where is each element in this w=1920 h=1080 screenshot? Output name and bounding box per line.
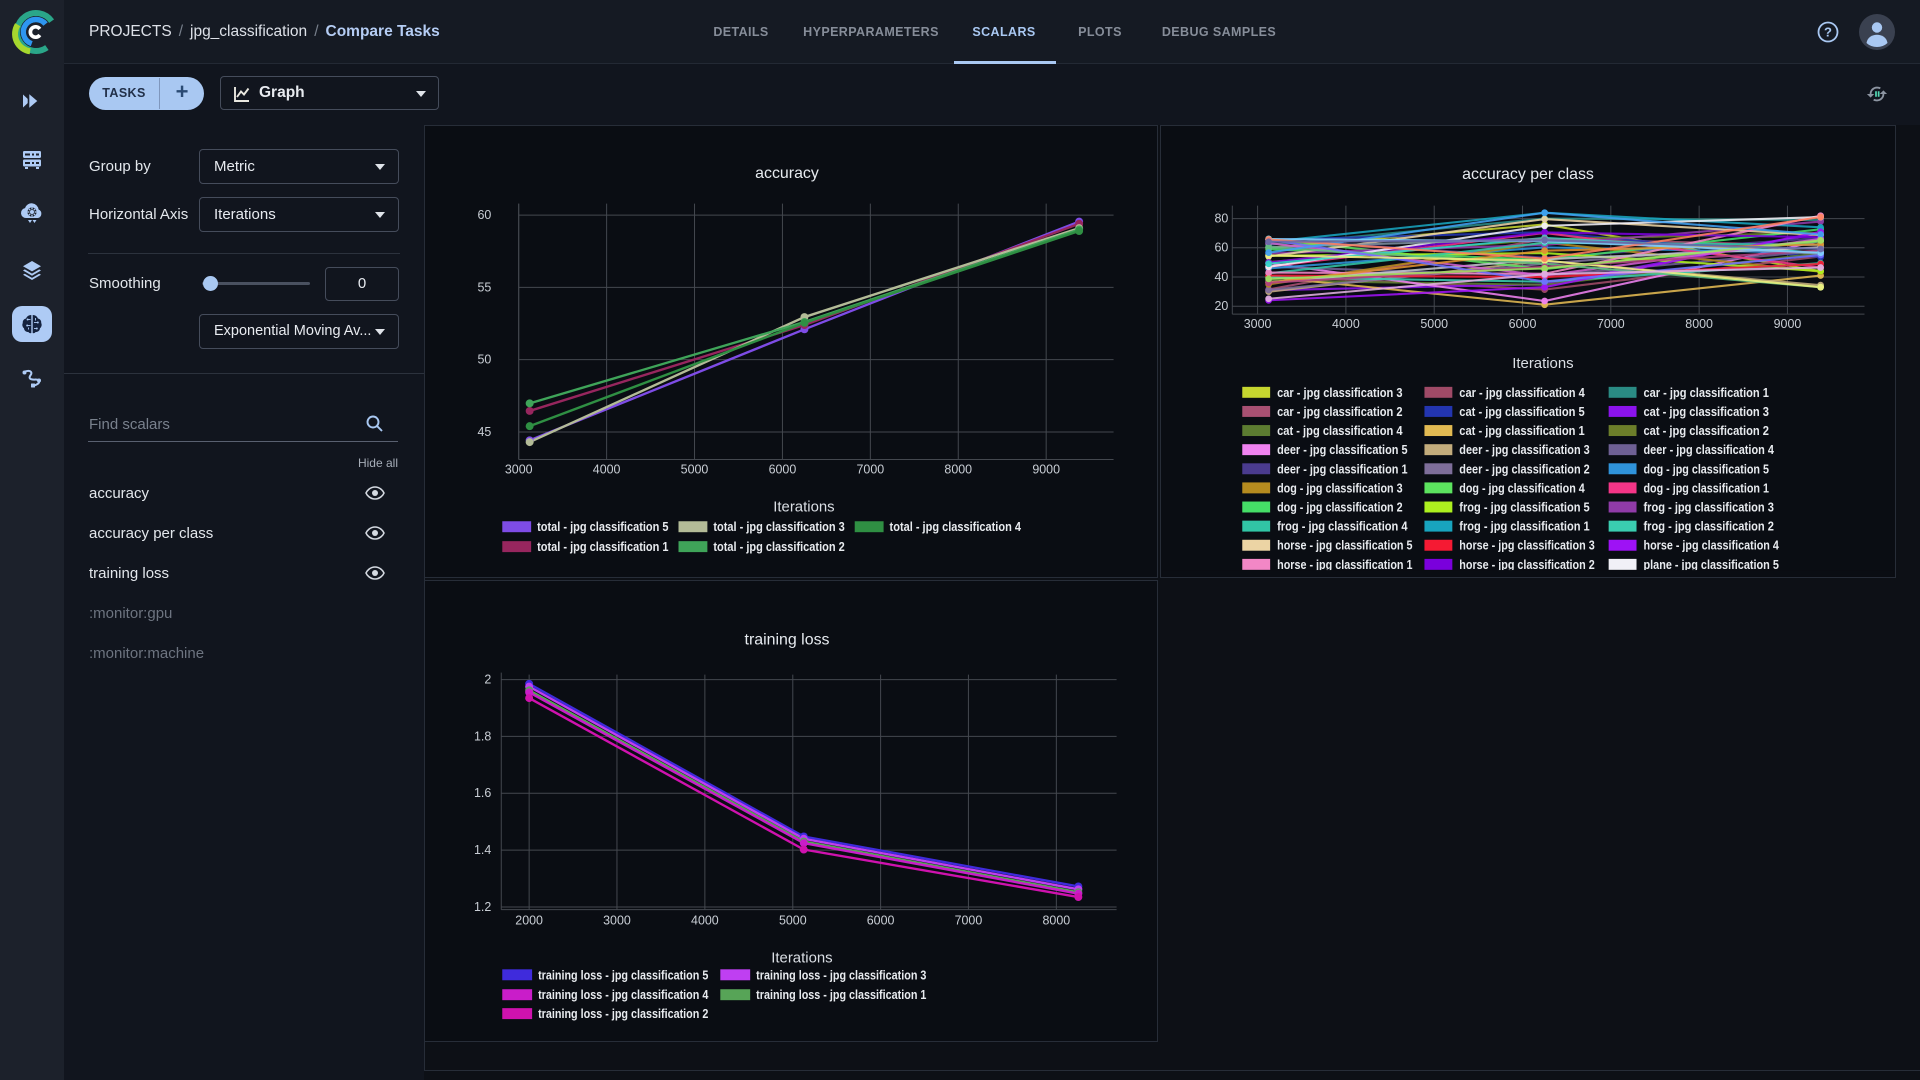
svg-text:car - jpg classification 2: car - jpg classification 2 <box>1277 405 1403 419</box>
svg-text:training loss: training loss <box>745 632 830 649</box>
svg-text:5000: 5000 <box>681 462 709 476</box>
svg-text:7000: 7000 <box>1597 317 1625 331</box>
svg-text:8000: 8000 <box>1043 914 1071 928</box>
svg-text:deer - jpg classification 2: deer - jpg classification 2 <box>1459 462 1589 476</box>
svg-text:cat - jpg classification 4: cat - jpg classification 4 <box>1277 424 1403 438</box>
svg-text:total - jpg classification 5: total - jpg classification 5 <box>537 520 668 534</box>
svg-text:3000: 3000 <box>1244 317 1272 331</box>
svg-text:deer - jpg classification 4: deer - jpg classification 4 <box>1643 443 1773 457</box>
svg-text:deer - jpg classification 5: deer - jpg classification 5 <box>1277 443 1407 457</box>
svg-text:horse - jpg classification 1: horse - jpg classification 1 <box>1277 558 1412 572</box>
svg-text:80: 80 <box>1214 212 1228 226</box>
svg-text:car - jpg classification 3: car - jpg classification 3 <box>1277 386 1403 400</box>
svg-text:accuracy per class: accuracy per class <box>1462 166 1594 183</box>
svg-text:car - jpg classification 1: car - jpg classification 1 <box>1643 386 1769 400</box>
svg-text:deer - jpg classification 3: deer - jpg classification 3 <box>1459 443 1589 457</box>
svg-text:frog - jpg classification 4: frog - jpg classification 4 <box>1277 520 1407 534</box>
svg-text:4000: 4000 <box>1332 317 1360 331</box>
svg-text:7000: 7000 <box>955 914 983 928</box>
svg-text:Iterations: Iterations <box>771 949 832 966</box>
svg-text:cat - jpg classification 5: cat - jpg classification 5 <box>1459 405 1585 419</box>
svg-text:1.4: 1.4 <box>474 843 491 857</box>
svg-text:dog - jpg classification 5: dog - jpg classification 5 <box>1643 462 1769 476</box>
svg-text:deer - jpg classification 1: deer - jpg classification 1 <box>1277 462 1407 476</box>
svg-text:frog - jpg classification 2: frog - jpg classification 2 <box>1643 520 1773 534</box>
svg-text:horse - jpg classification 5: horse - jpg classification 5 <box>1277 539 1412 553</box>
svg-text:training loss - jpg classifica: training loss - jpg classification 3 <box>756 968 926 982</box>
svg-text:car - jpg classification 4: car - jpg classification 4 <box>1459 386 1585 400</box>
svg-text:60: 60 <box>1214 241 1228 255</box>
svg-text:4000: 4000 <box>691 914 719 928</box>
svg-text:9000: 9000 <box>1032 462 1060 476</box>
svg-text:1.2: 1.2 <box>474 900 491 914</box>
svg-text:training loss - jpg classifica: training loss - jpg classification 2 <box>538 1007 708 1021</box>
svg-text:Iterations: Iterations <box>773 498 834 515</box>
svg-text:cat - jpg classification 1: cat - jpg classification 1 <box>1459 424 1585 438</box>
svg-text:dog - jpg classification 4: dog - jpg classification 4 <box>1459 481 1585 495</box>
svg-text:2000: 2000 <box>515 914 543 928</box>
svg-text:training loss - jpg classifica: training loss - jpg classification 4 <box>538 988 708 1002</box>
svg-text:?: ? <box>1824 25 1832 40</box>
svg-text:3000: 3000 <box>603 914 631 928</box>
svg-text:40: 40 <box>1214 270 1228 284</box>
svg-text:cat - jpg classification 3: cat - jpg classification 3 <box>1643 405 1769 419</box>
svg-text:8000: 8000 <box>944 462 972 476</box>
svg-text:55: 55 <box>477 280 491 294</box>
svg-text:dog - jpg classification 2: dog - jpg classification 2 <box>1277 500 1403 514</box>
svg-text:total - jpg classification 1: total - jpg classification 1 <box>537 540 668 554</box>
svg-text:7000: 7000 <box>857 462 885 476</box>
svg-text:6000: 6000 <box>867 914 895 928</box>
svg-text:5000: 5000 <box>779 914 807 928</box>
svg-text:accuracy: accuracy <box>755 165 819 182</box>
svg-text:5000: 5000 <box>1420 317 1448 331</box>
svg-text:60: 60 <box>477 208 491 222</box>
svg-text:total - jpg classification 4: total - jpg classification 4 <box>890 520 1021 534</box>
svg-text:dog - jpg classification 1: dog - jpg classification 1 <box>1643 481 1769 495</box>
svg-text:total - jpg classification 2: total - jpg classification 2 <box>713 540 844 554</box>
svg-text:horse - jpg classification 3: horse - jpg classification 3 <box>1459 539 1594 553</box>
svg-text:45: 45 <box>477 425 491 439</box>
svg-text:dog - jpg classification 3: dog - jpg classification 3 <box>1277 481 1403 495</box>
svg-text:frog - jpg classification 5: frog - jpg classification 5 <box>1459 500 1589 514</box>
svg-text:4000: 4000 <box>593 462 621 476</box>
svg-text:training loss - jpg classifica: training loss - jpg classification 1 <box>756 988 926 1002</box>
svg-text:8000: 8000 <box>1685 317 1713 331</box>
svg-text:horse - jpg classification 4: horse - jpg classification 4 <box>1643 539 1778 553</box>
svg-text:frog - jpg classification 3: frog - jpg classification 3 <box>1643 500 1773 514</box>
svg-text:Iterations: Iterations <box>1512 355 1573 372</box>
svg-text:training loss - jpg classifica: training loss - jpg classification 5 <box>538 968 708 982</box>
svg-text:total - jpg classification 3: total - jpg classification 3 <box>713 520 844 534</box>
svg-text:9000: 9000 <box>1774 317 1802 331</box>
svg-text:20: 20 <box>1214 299 1228 313</box>
svg-text:6000: 6000 <box>769 462 797 476</box>
svg-text:6000: 6000 <box>1509 317 1537 331</box>
svg-text:cat - jpg classification 2: cat - jpg classification 2 <box>1643 424 1769 438</box>
svg-text:1.6: 1.6 <box>474 786 491 800</box>
svg-text:1.8: 1.8 <box>474 729 491 743</box>
svg-text:50: 50 <box>477 353 491 367</box>
svg-text:3000: 3000 <box>505 462 533 476</box>
svg-text:horse - jpg classification 2: horse - jpg classification 2 <box>1459 558 1594 572</box>
svg-text:plane - jpg classification 5: plane - jpg classification 5 <box>1643 558 1778 572</box>
svg-text:frog - jpg classification 1: frog - jpg classification 1 <box>1459 520 1589 534</box>
svg-text:2: 2 <box>484 673 491 687</box>
